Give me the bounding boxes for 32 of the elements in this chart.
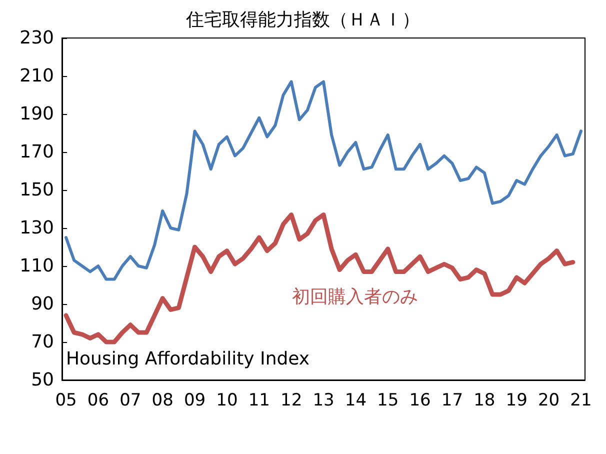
y-tick-label: 130 (20, 218, 54, 238)
x-tick-label: 20 (538, 390, 560, 410)
x-tick-label: 05 (55, 390, 77, 410)
x-tick-label: 07 (120, 390, 142, 410)
x-tick-label: 08 (152, 390, 174, 410)
x-tick-label: 12 (280, 390, 302, 410)
y-tick-label: 110 (20, 256, 54, 276)
x-tick-label: 11 (248, 390, 270, 410)
x-tick-label: 21 (570, 390, 592, 410)
y-tick-label: 50 (31, 370, 54, 390)
annotation: Housing Affordability Index (66, 348, 310, 370)
y-tick-label: 210 (20, 66, 54, 86)
x-tick-label: 15 (377, 390, 399, 410)
x-tick-label: 18 (474, 390, 496, 410)
line-series (64, 212, 576, 344)
y-tick-label: 70 (31, 332, 54, 352)
x-tick-label: 10 (216, 390, 238, 410)
line-series (64, 80, 582, 281)
x-tick-label: 06 (87, 390, 110, 410)
y-tick-label: 190 (20, 104, 54, 124)
x-tick-label: 09 (184, 390, 206, 410)
x-tick-label: 17 (441, 390, 464, 410)
chart-title: 住宅取得能力指数（ＨＡＩ） (185, 10, 420, 30)
series-label: 初回購入者のみ (292, 286, 418, 308)
x-tick-label: 14 (344, 390, 367, 410)
y-tick-label: 170 (20, 142, 54, 162)
y-tick-label: 230 (20, 28, 54, 48)
x-tick-label: 16 (409, 390, 431, 410)
y-tick-label: 150 (20, 180, 54, 200)
x-tick-label: 19 (506, 390, 528, 410)
y-tick-label: 90 (31, 294, 54, 314)
x-tick-label: 13 (312, 390, 334, 410)
